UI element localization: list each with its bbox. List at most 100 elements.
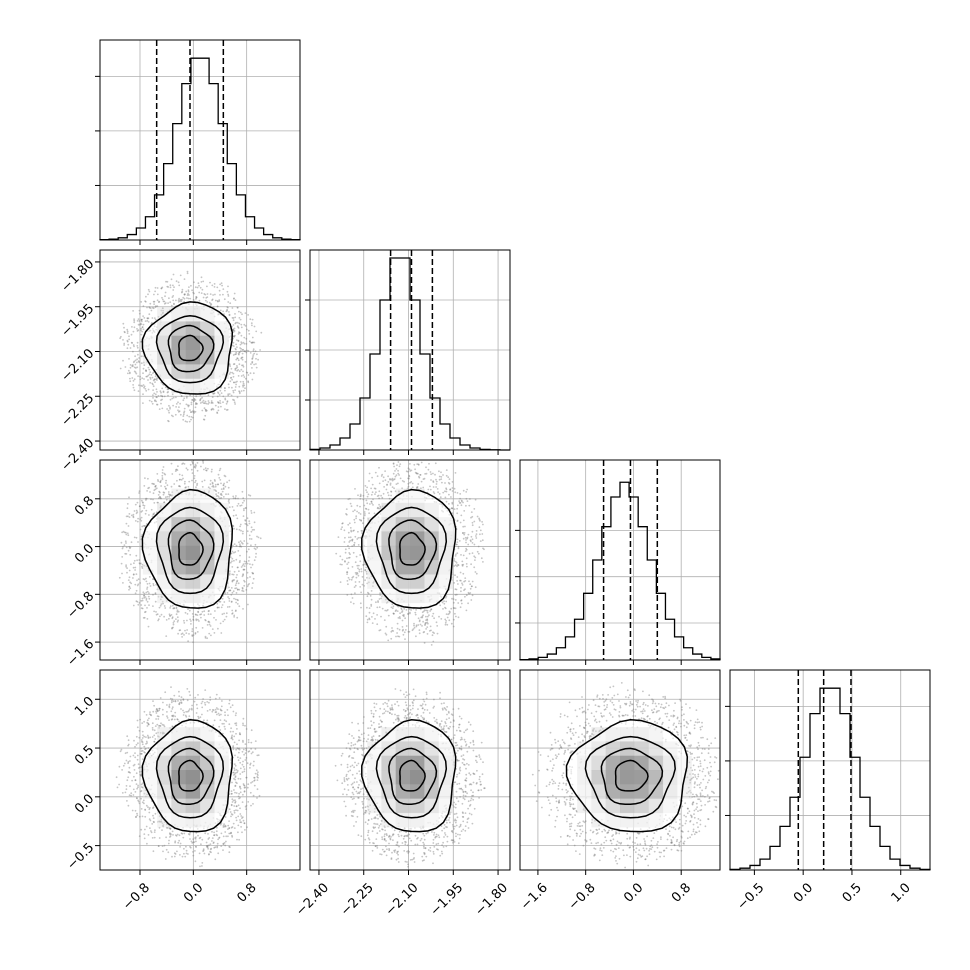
scatter-point — [454, 607, 457, 610]
scatter-point — [245, 728, 248, 730]
scatter-point — [158, 497, 160, 500]
scatter-point — [192, 462, 194, 465]
scatter-point — [141, 563, 144, 566]
scatter-point — [449, 488, 451, 491]
scatter-point — [396, 841, 399, 843]
scatter-point — [239, 543, 241, 546]
scatter-point — [137, 578, 140, 581]
scatter-point — [430, 629, 432, 632]
scatter-point — [471, 542, 474, 544]
scatter-point — [353, 521, 356, 524]
scatter-point — [201, 396, 204, 399]
scatter-point — [474, 559, 476, 561]
scatter-point — [239, 773, 242, 775]
scatter-point — [479, 780, 482, 783]
scatter-point — [372, 498, 374, 501]
scatter-point — [411, 707, 414, 710]
scatter-point — [211, 401, 213, 404]
scatter-point — [341, 752, 344, 755]
scatter-point — [236, 598, 239, 601]
scatter-point — [257, 776, 259, 779]
scatter-point — [245, 776, 248, 779]
scatter-point — [226, 306, 229, 308]
scatter-point — [196, 707, 199, 710]
scatter-point — [131, 326, 133, 328]
scatter-point — [141, 722, 144, 724]
scatter-point — [428, 462, 430, 465]
scatter-point — [463, 738, 466, 741]
scatter-point — [421, 616, 424, 619]
scatter-point — [182, 709, 184, 712]
scatter-point — [410, 481, 413, 483]
scatter-point — [246, 550, 248, 553]
scatter-point — [188, 404, 190, 407]
scatter-point — [208, 837, 211, 839]
scatter-point — [208, 701, 210, 704]
scatter-point — [351, 576, 354, 579]
scatter-point — [401, 487, 403, 490]
scatter-point — [228, 506, 231, 508]
scatter-point — [347, 567, 350, 570]
scatter-point — [246, 517, 249, 520]
scatter-point — [143, 594, 146, 597]
scatter-point — [373, 512, 376, 515]
scatter-point — [454, 803, 457, 806]
scatter-point — [201, 409, 204, 412]
scatter-point — [473, 508, 476, 510]
scatter-point — [428, 712, 431, 714]
scatter-point — [141, 501, 144, 504]
scatter-point — [194, 860, 197, 863]
scatter-point — [234, 785, 237, 787]
scatter-point — [429, 846, 432, 849]
scatter-point — [352, 575, 355, 578]
scatter-point — [152, 710, 155, 713]
scatter-point — [423, 708, 426, 711]
scatter-point — [373, 702, 376, 705]
scatter-point — [190, 623, 192, 625]
scatter-point — [415, 625, 418, 628]
scatter-point — [241, 564, 244, 567]
scatter-point — [361, 576, 364, 578]
scatter-point — [379, 707, 382, 710]
scatter-point — [399, 689, 402, 692]
scatter-point — [242, 573, 245, 576]
scatter-point — [222, 826, 225, 828]
scatter-point — [366, 834, 369, 837]
scatter-point — [218, 300, 221, 302]
scatter-point — [152, 372, 154, 374]
scatter-point — [173, 855, 176, 858]
scatter-point — [245, 337, 248, 340]
scatter-point — [159, 604, 162, 607]
scatter-point — [133, 739, 135, 742]
scatter-point — [451, 507, 453, 510]
scatter-point — [559, 744, 562, 747]
scatter-point — [416, 486, 418, 489]
scatter-point — [183, 411, 185, 414]
scatter-point — [380, 494, 382, 497]
scatter-point — [152, 397, 154, 399]
scatter-point — [258, 794, 261, 797]
scatter-point — [423, 838, 426, 841]
scatter-point — [209, 696, 212, 699]
scatter-point — [233, 763, 236, 766]
scatter-point — [354, 581, 357, 583]
scatter-point — [244, 724, 246, 727]
scatter-point — [196, 286, 199, 289]
scatter-point — [351, 735, 353, 737]
scatter-point — [353, 766, 355, 769]
scatter-point — [135, 600, 138, 603]
scatter-point — [166, 391, 169, 394]
scatter-point — [444, 607, 447, 610]
scatter-point — [231, 836, 234, 838]
scatter-point — [156, 305, 159, 308]
scatter-point — [236, 380, 238, 383]
scatter-point — [363, 732, 365, 735]
scatter-point — [375, 823, 377, 825]
scatter-point — [238, 351, 241, 353]
scatter-point — [141, 377, 144, 380]
scatter-point — [414, 611, 417, 614]
scatter-point — [459, 769, 462, 772]
scatter-point — [241, 313, 243, 316]
scatter-point — [166, 704, 168, 706]
scatter-point — [234, 347, 237, 350]
